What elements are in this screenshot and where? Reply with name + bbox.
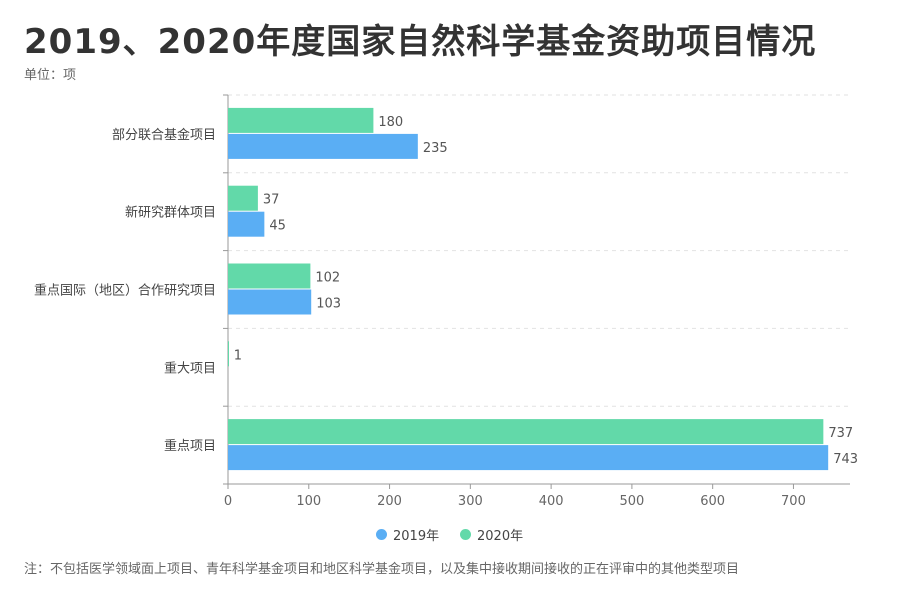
bar-2020年-4	[228, 419, 824, 445]
legend-dot-2020	[460, 529, 471, 540]
category-label: 新研究群体项目	[125, 205, 216, 221]
x-tick-label: 400	[539, 494, 564, 509]
bar-chart: 0 100 200 300 400 500 600 700 部分联合基金项目 180 235 新研究群…	[34, 94, 858, 509]
x-tick-label: 600	[700, 494, 725, 509]
category-label: 重大项目	[164, 360, 216, 376]
footnote: 注：不包括医学领域面上项目、青年科学基金项目和地区科学基金项目，以及集中接收期间…	[24, 562, 740, 577]
data-label: 45	[269, 219, 286, 234]
bar-2020年-1	[228, 185, 258, 211]
chart-title: 2019、2020年度国家自然科学基金资助项目情况	[24, 22, 817, 62]
data-label: 737	[828, 426, 853, 441]
legend-label-2019: 2019年	[393, 529, 440, 544]
bar-2019年-2	[228, 289, 312, 315]
legend: 2019年 2020年	[0, 525, 900, 547]
category-label: 重点项目	[164, 438, 216, 454]
x-tick-label: 700	[781, 494, 806, 509]
data-label: 180	[378, 115, 403, 130]
x-tick-label: 300	[458, 494, 483, 509]
bar-2020年-2	[228, 263, 311, 289]
data-label: 235	[423, 141, 448, 156]
data-label: 37	[263, 193, 280, 208]
x-tick-label: 0	[224, 494, 232, 509]
data-label: 103	[316, 297, 341, 312]
bar-2020年-3	[228, 341, 229, 367]
x-tick-label: 100	[296, 494, 321, 509]
bar-2019年-4	[228, 445, 829, 471]
legend-item-2020[interactable]: 2020年	[460, 525, 523, 544]
legend-label-2020: 2020年	[477, 529, 524, 544]
category-label: 部分联合基金项目	[112, 127, 216, 143]
data-label: 1	[234, 348, 242, 363]
legend-item-2019[interactable]: 2019年	[376, 525, 439, 544]
x-tick-label: 200	[377, 494, 402, 509]
category-label: 重点国际（地区）合作研究项目	[34, 283, 216, 299]
bar-2019年-0	[228, 133, 418, 159]
bar-2019年-1	[228, 211, 265, 237]
data-label: 743	[833, 452, 858, 467]
bar-2020年-0	[228, 107, 374, 133]
unit-label: 单位：项	[24, 68, 77, 83]
legend-dot-2019	[376, 529, 387, 540]
data-label: 102	[315, 271, 340, 286]
x-tick-label: 500	[619, 494, 644, 509]
